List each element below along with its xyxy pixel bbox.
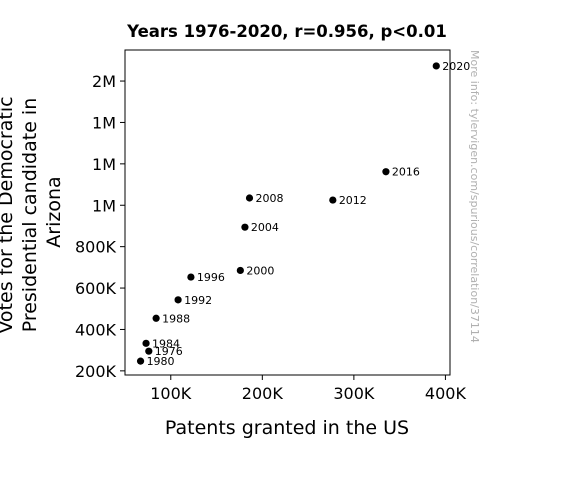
data-point (236, 266, 244, 275)
watermark-text: More info: tylervigen.com/spurious/corre… (468, 50, 481, 343)
y-tick-label: 400K (75, 320, 117, 339)
y-tick-label: 800K (75, 238, 117, 257)
y-tick-label: 2M (92, 72, 116, 91)
data-point (432, 62, 440, 70)
y-axis-label-line-3: Arizona (43, 176, 65, 247)
data-point (382, 168, 390, 176)
x-axis-ticks: 100K 200K 300K 400K (150, 375, 466, 403)
x-tick-label: 300K (333, 384, 375, 403)
data-point-label: 1976 (155, 345, 183, 358)
data-point-label: 1984 (152, 337, 180, 350)
data-point (136, 357, 145, 365)
x-tick-label: 400K (425, 384, 467, 403)
data-point (245, 194, 254, 202)
data-point (187, 273, 195, 281)
data-point (152, 314, 160, 322)
y-tick-label: 1M (92, 113, 116, 132)
data-point-label: 1988 (162, 312, 190, 325)
data-point (329, 196, 337, 204)
y-tick-label: 600K (75, 279, 117, 298)
data-point-label: 2004 (251, 221, 279, 234)
y-tick-label: 1M (92, 196, 116, 215)
data-point-label: 1992 (184, 294, 212, 307)
chart-title: Years 1976-2020, r=0.956, p<0.01 (126, 22, 447, 41)
data-point-label: 2012 (339, 194, 367, 207)
data-point-label: 2000 (246, 264, 274, 277)
x-tick-label: 100K (150, 384, 192, 403)
data-point-label: 1996 (197, 271, 225, 284)
data-point-label: 2016 (392, 166, 420, 179)
y-axis-label-line-1: Votes for the Democratic (0, 96, 17, 333)
data-point-label: 2020 (442, 60, 470, 73)
plot-frame (124, 49, 451, 376)
data-point-label: 1980 (147, 355, 175, 368)
y-axis-label-line-2: Presidential candidate in (19, 98, 41, 333)
y-tick-label: 200K (75, 362, 117, 381)
y-axis-label: Votes for the Democratic Presidential ca… (0, 90, 65, 333)
y-tick-label: 1M (92, 155, 116, 174)
y-axis-ticks: 200K 400K 600K 800K 1M 1M 1M 2M (75, 72, 125, 381)
data-point (174, 296, 182, 304)
data-point (142, 339, 150, 347)
data-point (145, 347, 153, 355)
x-axis-label: Patents granted in the US (165, 417, 409, 439)
data-point (241, 223, 249, 231)
x-tick-label: 200K (242, 384, 284, 403)
data-point-label: 2008 (256, 192, 284, 205)
